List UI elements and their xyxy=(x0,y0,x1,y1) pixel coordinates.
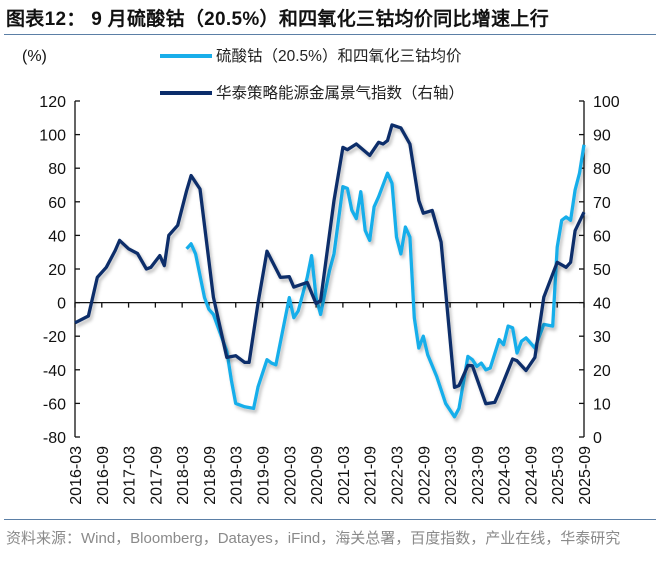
series-line-energy-metal-index xyxy=(74,123,586,406)
right-y-tick-label: 70 xyxy=(593,195,611,212)
x-tick-label: 2022-09 xyxy=(416,446,433,505)
x-tick-label: 2019-09 xyxy=(256,446,273,505)
source-note: 资料来源：Wind，Bloomberg，Datayes，iFind，海关总署，百… xyxy=(6,530,621,547)
x-tick-label: 2017-09 xyxy=(148,446,165,505)
x-tick-label: 2017-03 xyxy=(122,446,139,505)
right-y-tick-label: 60 xyxy=(593,228,611,245)
chart-title: 图表12： 9 月硫酸钴（20.5%）和四氧化三钴均价同比增速上行 xyxy=(6,9,550,30)
left-y-tick-label: -80 xyxy=(43,430,66,447)
x-tick-label: 2023-09 xyxy=(470,446,487,505)
right-y-tick-label: 80 xyxy=(593,161,611,178)
left-y-tick-label: 60 xyxy=(48,195,66,212)
x-tick-label: 2024-09 xyxy=(523,446,540,505)
x-tick-label: 2019-03 xyxy=(229,446,246,505)
right-y-tick-label: 50 xyxy=(593,262,611,279)
x-tick-label: 2023-03 xyxy=(443,446,460,505)
y-axis-unit-label: (%) xyxy=(22,48,47,65)
left-y-tick-label: -20 xyxy=(43,329,66,346)
x-tick-label: 2016-09 xyxy=(95,446,112,505)
right-y-tick-label: 90 xyxy=(593,128,611,145)
x-tick-label: 2021-09 xyxy=(363,446,380,505)
legend: 硫酸钴（20.5%）和四氧化三钴均价 华泰策略能源金属景气指数（右轴） xyxy=(160,47,464,102)
left-y-tick-label: 120 xyxy=(39,94,66,111)
right-y-tick-label: 10 xyxy=(593,396,611,413)
legend-label-energy-metal-index: 华泰策略能源金属景气指数（右轴） xyxy=(216,84,464,102)
x-tick-label: 2018-03 xyxy=(175,446,192,505)
title-divider xyxy=(4,34,656,35)
left-y-tick-label: 40 xyxy=(48,228,66,245)
x-tick-label: 2016-03 xyxy=(68,446,85,505)
left-y-tick-label: 20 xyxy=(48,262,66,279)
right-y-tick-label: 0 xyxy=(593,430,602,447)
left-y-tick-label: 100 xyxy=(39,128,66,145)
x-tick-label: 2025-03 xyxy=(550,446,567,505)
right-y-tick-label: 100 xyxy=(593,94,620,111)
left-y-tick-label: 0 xyxy=(57,296,66,313)
legend-label-cobalt-price: 硫酸钴（20.5%）和四氧化三钴均价 xyxy=(216,47,462,65)
left-y-tick-label: -40 xyxy=(43,363,66,380)
x-tick-label: 2020-03 xyxy=(282,446,299,505)
left-y-tick-label: 80 xyxy=(48,161,66,178)
footer-divider xyxy=(4,519,656,520)
series-line-cobalt-price xyxy=(185,144,586,419)
right-y-tick-label: 30 xyxy=(593,329,611,346)
x-tick-label: 2020-09 xyxy=(309,446,326,505)
right-y-tick-label: 40 xyxy=(593,296,611,313)
left-y-tick-label: -60 xyxy=(43,396,66,413)
x-tick-label: 2021-03 xyxy=(336,446,353,505)
x-tick-label: 2022-03 xyxy=(389,446,406,505)
x-tick-label: 2025-09 xyxy=(577,446,594,505)
x-tick-label: 2018-09 xyxy=(202,446,219,505)
x-tick-label: 2024-03 xyxy=(497,446,514,505)
right-y-tick-label: 20 xyxy=(593,363,611,380)
